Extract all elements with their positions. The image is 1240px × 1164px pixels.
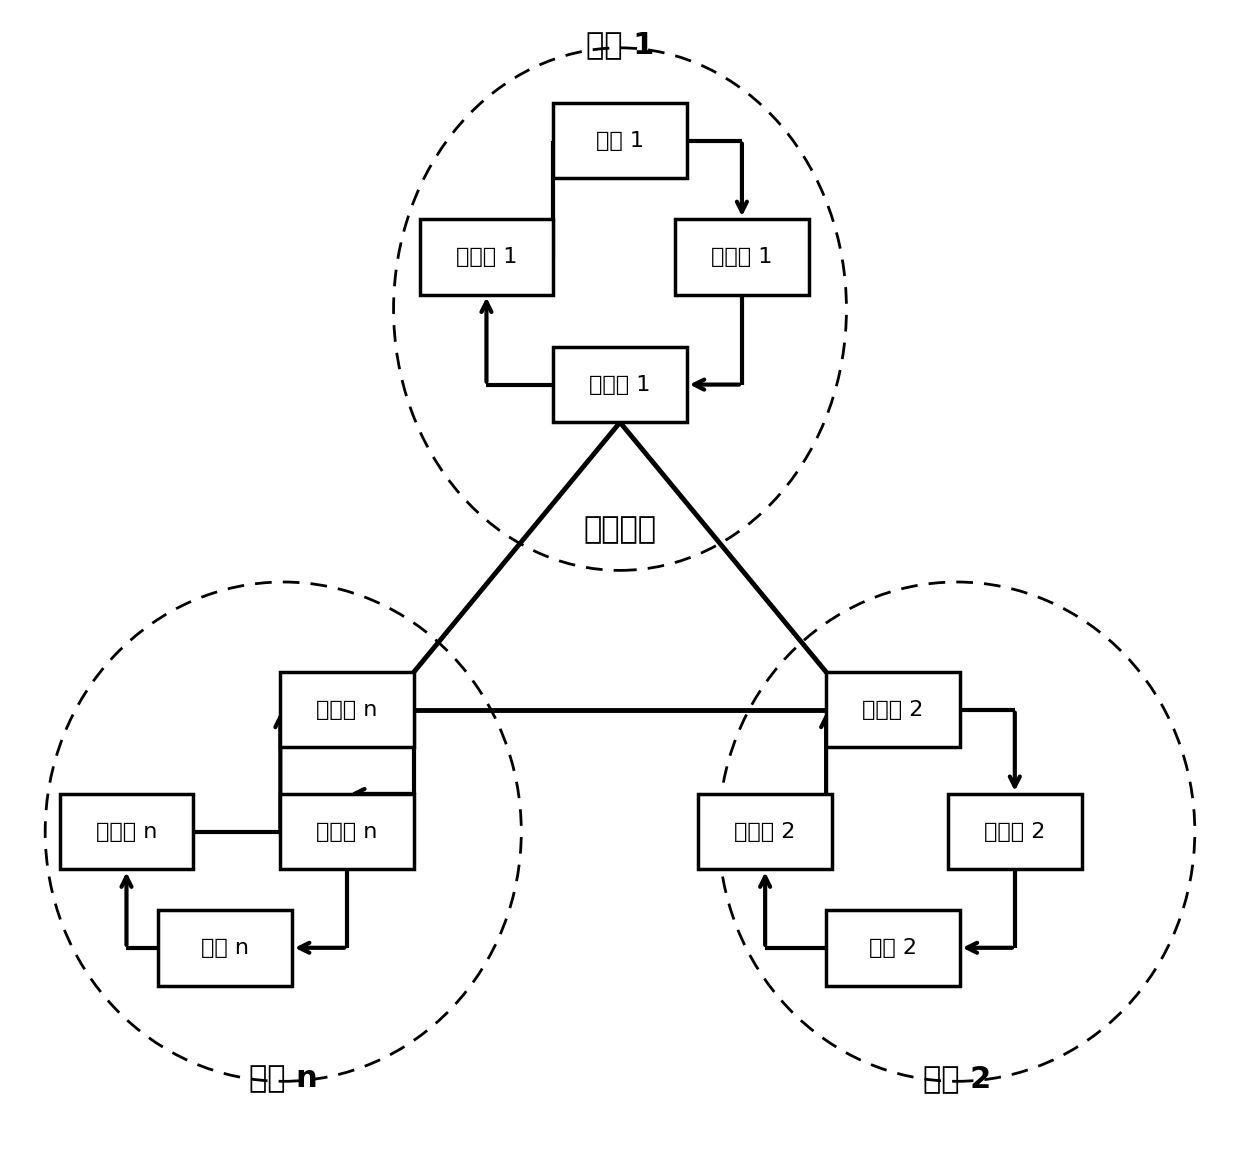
Text: 通信拓扑: 通信拓扑 [584, 516, 656, 545]
Text: 电机 1: 电机 1 [596, 130, 644, 150]
Text: 电机 n: 电机 n [201, 938, 249, 958]
Text: 节点 2: 节点 2 [923, 1064, 991, 1093]
Text: 执行器 n: 执行器 n [316, 822, 378, 842]
FancyBboxPatch shape [60, 794, 193, 870]
FancyBboxPatch shape [553, 102, 687, 178]
Text: 节点 1: 节点 1 [585, 30, 655, 59]
Text: 控制器 2: 控制器 2 [862, 700, 924, 719]
FancyBboxPatch shape [826, 672, 960, 747]
FancyBboxPatch shape [826, 910, 960, 986]
FancyBboxPatch shape [280, 794, 414, 870]
FancyBboxPatch shape [698, 794, 832, 870]
FancyBboxPatch shape [280, 672, 414, 747]
FancyBboxPatch shape [675, 219, 808, 294]
Text: 控制器 1: 控制器 1 [589, 375, 651, 395]
Text: 执行器 2: 执行器 2 [985, 822, 1045, 842]
FancyBboxPatch shape [949, 794, 1081, 870]
FancyBboxPatch shape [159, 910, 291, 986]
Text: 控制器 n: 控制器 n [316, 700, 378, 719]
Text: 执行器 1: 执行器 1 [456, 247, 517, 267]
Text: 传感器 2: 传感器 2 [734, 822, 796, 842]
FancyBboxPatch shape [553, 347, 687, 423]
FancyBboxPatch shape [419, 219, 553, 294]
Text: 节点 n: 节点 n [249, 1064, 317, 1093]
Text: 传感器 1: 传感器 1 [712, 247, 773, 267]
Text: 电机 2: 电机 2 [869, 938, 916, 958]
Text: 传感器 n: 传感器 n [95, 822, 157, 842]
